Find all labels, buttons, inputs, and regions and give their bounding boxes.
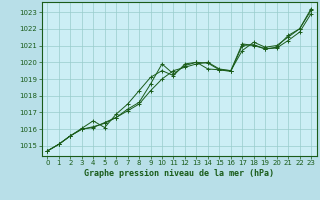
X-axis label: Graphe pression niveau de la mer (hPa): Graphe pression niveau de la mer (hPa) <box>84 169 274 178</box>
